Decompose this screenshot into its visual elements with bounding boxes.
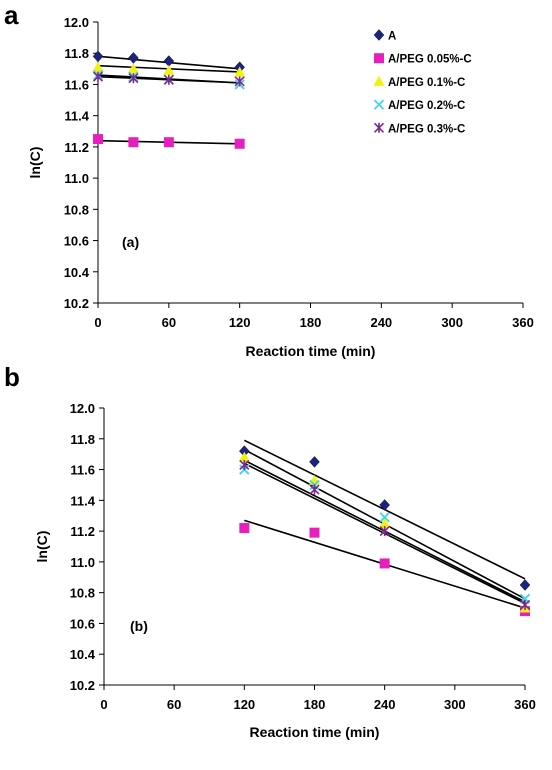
panel-a-point-series-2 [93, 134, 103, 145]
panel-a-point-series-5 [163, 74, 174, 85]
panel-a-x-tick-label: 60 [162, 315, 176, 330]
panel-b-x-tick-label: 180 [304, 697, 326, 712]
panel-a-point-series-3 [163, 64, 175, 75]
panel-a-y-tick-label: 10.2 [64, 296, 89, 311]
panel-a-legend-marker-4 [373, 99, 385, 110]
panel-b-point-series-3 [379, 517, 391, 528]
panel-b-point-series-2 [239, 523, 250, 534]
panel-a-legend-marker-5 [373, 122, 385, 133]
panel-a-panel-label: (a) [122, 234, 139, 250]
panel-a-point-series-5 [128, 73, 139, 84]
panel-letter-a: a [4, 0, 19, 30]
panel-b-point-series-1 [379, 499, 390, 511]
panel-a-x-axis-label: Reaction time (min) [246, 343, 376, 359]
panel-a-y-tick-label: 10.8 [64, 202, 89, 217]
panel-a-y-tick-label: 11.2 [64, 140, 89, 155]
panel-a-point-series-2 [234, 138, 245, 149]
panel-b-point-series-1 [519, 579, 531, 591]
panel-b-point-series-5 [379, 526, 390, 537]
panel-b-point-series-5 [519, 599, 531, 611]
panel-a-x-tick-label: 360 [512, 315, 534, 330]
panel-a-legend-marker-3 [373, 75, 385, 86]
panel-a-legend-marker-2 [374, 53, 384, 64]
panel-a-x-tick-label: 180 [300, 315, 322, 330]
panel-a-point-series-1 [128, 52, 139, 64]
panel-a-point-series-3 [127, 63, 139, 74]
panel-b-point-series-2 [309, 527, 320, 538]
panel-b-y-axis-label: ln(C) [34, 531, 50, 563]
panel-b-x-tick-label: 0 [100, 697, 107, 712]
panel-b-x-tick-label: 360 [514, 697, 536, 712]
panel-a-point-series-5 [234, 76, 245, 87]
panel-b-y-tick-label: 11.2 [70, 524, 95, 539]
panel-a-x-tick-label: 300 [441, 315, 463, 330]
panel-a-y-tick-label: 11.4 [64, 109, 89, 124]
panel-b-y-tick-label: 10.8 [70, 586, 95, 601]
panel-b-y-tick-label: 11.8 [70, 432, 95, 447]
panel-b-x-tick-label: 240 [374, 697, 396, 712]
panel-a-point-series-1 [163, 55, 175, 67]
panel-a-point-series-2 [128, 137, 139, 148]
panel-b-y-tick-label: 11.0 [70, 555, 95, 570]
panel-a-point-series-5 [92, 71, 104, 82]
panel-a-y-axis-label: ln(C) [27, 147, 43, 179]
panel-b-x-tick-label: 120 [233, 697, 255, 712]
panel-b-y-tick-label: 11.4 [70, 493, 95, 508]
panel-b-point-series-2 [379, 558, 390, 569]
panel-b-x-tick-label: 60 [167, 697, 181, 712]
panel-b-y-tick-label: 10.6 [70, 616, 95, 631]
panel-b-panel-label: (b) [130, 618, 148, 634]
panel-a-x-tick-label: 120 [229, 315, 251, 330]
panel-a-x-tick-label: 0 [94, 315, 101, 330]
panel-a-point-series-2 [163, 137, 174, 148]
panel-a-y-tick-label: 11.0 [64, 171, 89, 186]
panel-b-point-series-5 [239, 459, 250, 471]
panel-a-y-tick-label: 10.4 [64, 265, 90, 280]
panel-b-x-tick-label: 300 [444, 697, 466, 712]
panel-a-legend-label-2: A/PEG 0.05%-C [388, 54, 472, 66]
panel-a-x-tick-label: 240 [370, 315, 392, 330]
panel-a-y-tick-label: 11.6 [64, 77, 89, 92]
panel-letter-b: b [4, 362, 20, 392]
panel-a-legend-label-3: A/PEG 0.1%-C [388, 77, 465, 89]
panel-a-legend-marker-1 [373, 29, 385, 41]
panel-b-point-series-3 [238, 451, 250, 462]
panel-a-legend-label-4: A/PEG 0.2%-C [388, 100, 465, 112]
panel-b-x-axis-label: Reaction time (min) [250, 724, 380, 740]
panel-a-y-tick-label: 10.6 [64, 234, 89, 249]
panel-b-y-tick-label: 12.0 [70, 401, 95, 416]
panel-a-chart: 10.2 10.4 10.6 10.8 11.0 11.2 11.4 11.6 11.8 12.0… [27, 15, 534, 359]
panel-a-legend-label-1: A [388, 31, 396, 43]
panel-a-point-series-3 [234, 66, 246, 77]
panel-b-point-series-5 [309, 484, 320, 495]
panel-b-y-tick-label: 11.6 [70, 463, 95, 478]
panel-b-chart: 10.2 10.4 10.6 10.8 11.0 11.2 11.4 11.6 11.8 12.0… [34, 401, 536, 740]
panel-b-point-series-4 [379, 512, 390, 523]
panel-a-point-series-3 [92, 61, 104, 72]
panel-a-point-series-1 [92, 50, 104, 63]
panel-a-y-tick-label: 12.0 [64, 15, 89, 30]
panel-a-y-tick-label: 11.8 [64, 46, 89, 61]
panel-b-y-tick-label: 10.2 [70, 678, 95, 693]
panel-b-y-tick-label: 10.4 [70, 647, 96, 662]
panel-b-point-series-1 [309, 456, 320, 468]
panel-a-legend: A A/PEG 0.05%-C A/PEG 0.1%-C A/PEG 0.2%-C A/… [373, 29, 472, 135]
panel-a-legend-label-5: A/PEG 0.3%-C [388, 123, 465, 135]
